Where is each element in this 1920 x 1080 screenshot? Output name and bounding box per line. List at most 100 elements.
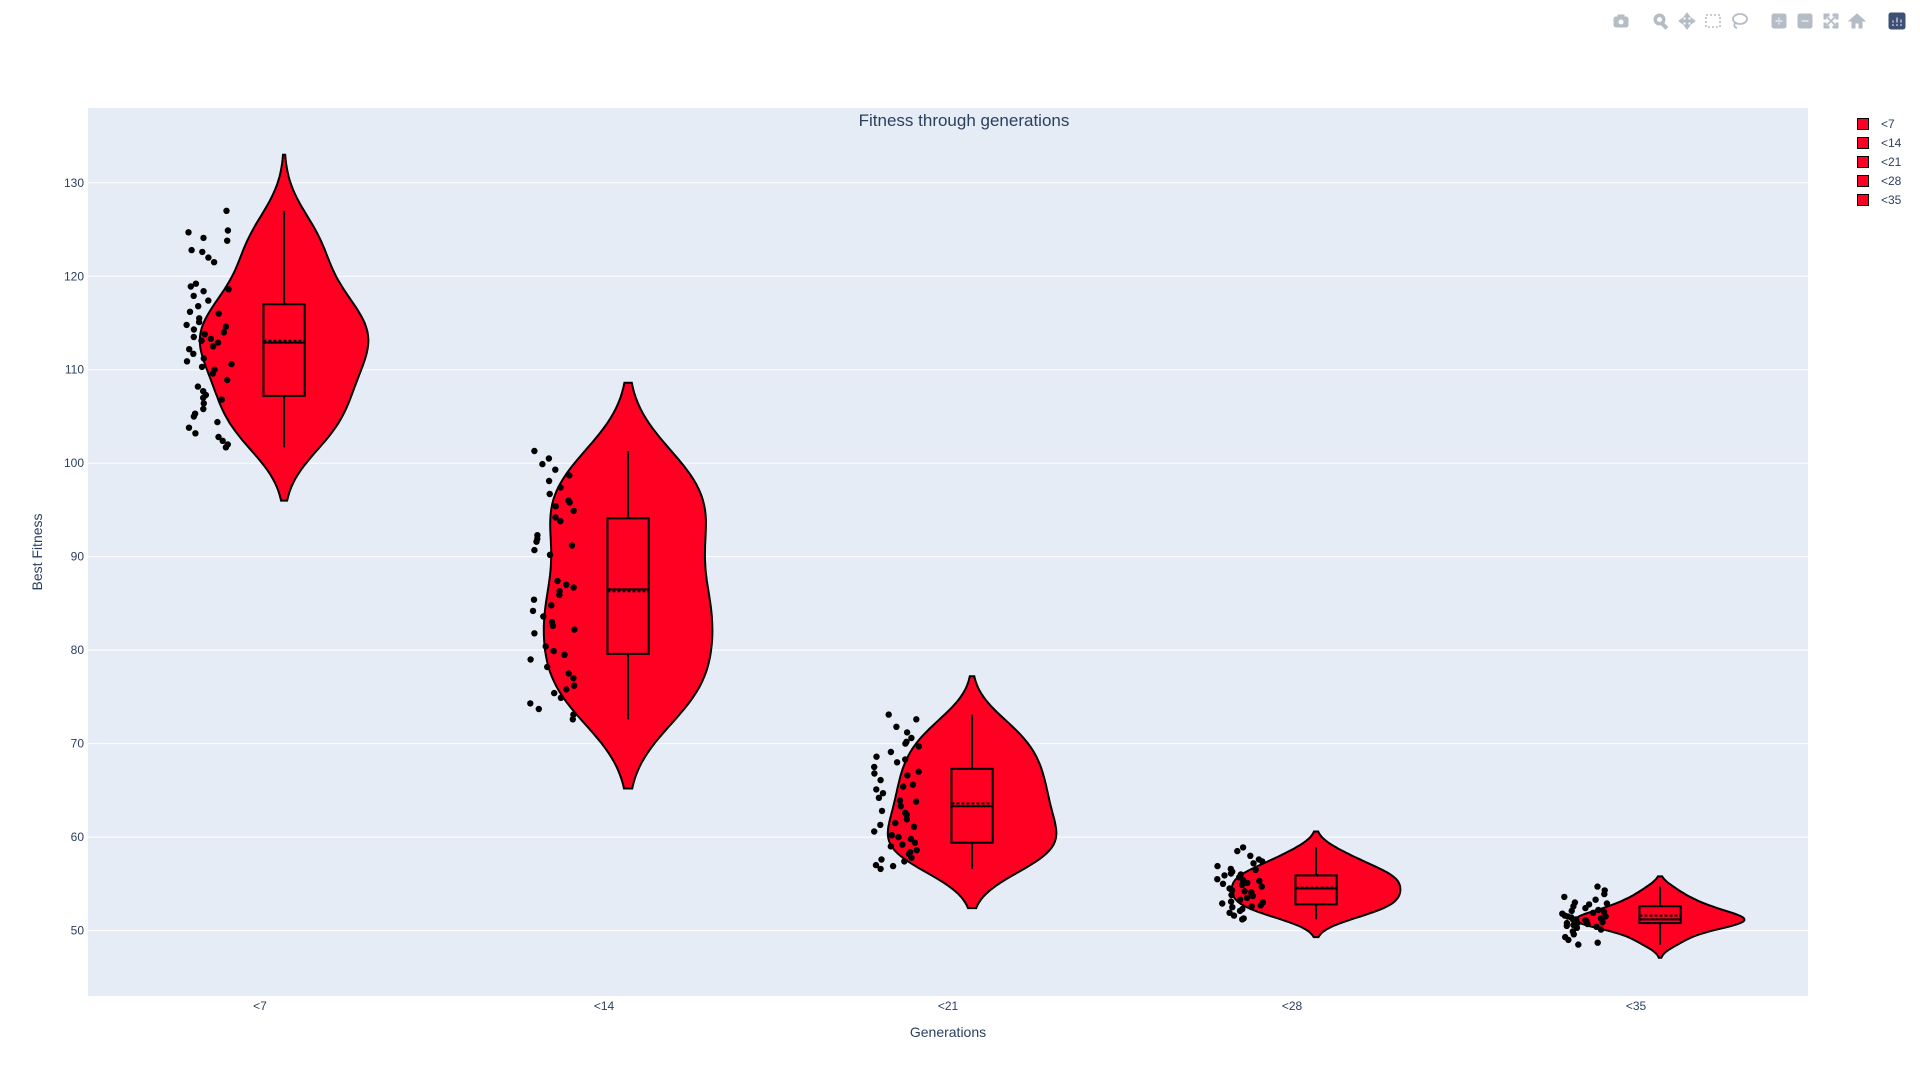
camera-button[interactable] (1610, 10, 1632, 32)
data-point (571, 626, 578, 633)
data-point (1221, 872, 1228, 879)
data-point (557, 518, 564, 525)
legend-item[interactable]: <14 (1857, 133, 1901, 152)
data-point (887, 843, 894, 850)
violin-trace (871, 675, 1058, 910)
legend-item[interactable]: <21 (1857, 152, 1901, 171)
data-point (544, 663, 551, 671)
lasso-button[interactable] (1728, 10, 1750, 32)
data-point (912, 798, 920, 805)
data-point (1568, 907, 1575, 915)
box-select-button[interactable] (1702, 10, 1724, 32)
data-point (878, 856, 885, 863)
data-point (871, 763, 878, 771)
y-tick-label: 80 (71, 643, 85, 657)
zoom-in-button[interactable] (1768, 10, 1790, 32)
data-point (897, 803, 904, 810)
data-point (540, 613, 547, 620)
box (1294, 874, 1338, 906)
legend-label: <14 (1881, 135, 1902, 150)
data-point (1229, 904, 1236, 911)
data-point (910, 823, 918, 830)
data-point (550, 647, 557, 655)
data-point (565, 670, 572, 677)
data-point (566, 499, 573, 506)
data-point (1589, 909, 1597, 916)
data-point (902, 756, 909, 763)
legend-item[interactable]: <28 (1857, 171, 1901, 190)
data-point (190, 326, 198, 333)
data-point (1228, 891, 1235, 899)
data-point (539, 460, 546, 468)
data-point (556, 591, 563, 599)
data-point (222, 444, 230, 451)
zoom-button[interactable] (1650, 10, 1672, 32)
data-point (195, 303, 202, 310)
data-point (1573, 924, 1581, 931)
data-point (186, 346, 193, 353)
data-point (228, 360, 235, 368)
legend-swatch (1857, 174, 1869, 187)
data-point (1214, 862, 1221, 870)
lasso-icon (1732, 13, 1748, 29)
data-point (570, 507, 577, 515)
legend-item[interactable]: <7 (1857, 114, 1901, 133)
data-point (552, 466, 559, 473)
data-point (1241, 888, 1248, 895)
y-tick-label: 90 (71, 550, 85, 564)
data-point (885, 711, 892, 718)
data-point (549, 622, 557, 629)
data-point (185, 424, 193, 431)
data-point (183, 358, 191, 365)
data-point (1239, 876, 1247, 884)
data-point (570, 682, 578, 689)
zoom-out-icon (1797, 13, 1813, 29)
data-point (570, 584, 577, 591)
data-point (554, 577, 561, 585)
data-point (893, 723, 900, 730)
data-point (903, 729, 911, 736)
data-point (915, 768, 922, 775)
zoom-out-button[interactable] (1794, 10, 1816, 32)
legend-item[interactable]: <35 (1857, 190, 1901, 209)
data-point (878, 807, 886, 815)
data-point (1256, 877, 1263, 885)
pan-button[interactable] (1676, 10, 1698, 32)
data-point (1236, 907, 1244, 915)
legend-label: <28 (1881, 173, 1902, 188)
data-point (1239, 916, 1246, 923)
data-point (892, 819, 899, 827)
data-point (542, 643, 549, 650)
data-point (908, 734, 915, 742)
violin-traces (183, 153, 1746, 959)
data-point (194, 383, 202, 390)
violin-trace (527, 381, 714, 790)
data-point (551, 689, 558, 697)
data-point (1602, 913, 1609, 920)
data-point (901, 858, 908, 865)
data-point (896, 797, 904, 804)
data-point (1570, 931, 1578, 938)
data-point (557, 484, 564, 491)
data-point (1227, 898, 1235, 905)
data-point (224, 227, 232, 234)
data-point (913, 716, 920, 723)
data-point (215, 310, 222, 317)
data-point (1230, 912, 1238, 919)
plotly-logo-button[interactable] (1886, 10, 1908, 32)
data-point (877, 865, 884, 873)
data-point (1563, 919, 1571, 927)
data-point (552, 514, 559, 521)
data-point (569, 716, 576, 723)
data-point (207, 335, 215, 343)
data-point (902, 740, 909, 747)
home-button[interactable] (1846, 10, 1868, 32)
data-point (200, 400, 207, 407)
autoscale-button[interactable] (1820, 10, 1842, 32)
data-point (875, 794, 883, 801)
data-point (200, 288, 207, 295)
data-point (225, 286, 232, 293)
legend-swatch (1857, 136, 1869, 149)
y-axis-title: Best Fitness (29, 513, 45, 590)
data-point (563, 686, 570, 693)
